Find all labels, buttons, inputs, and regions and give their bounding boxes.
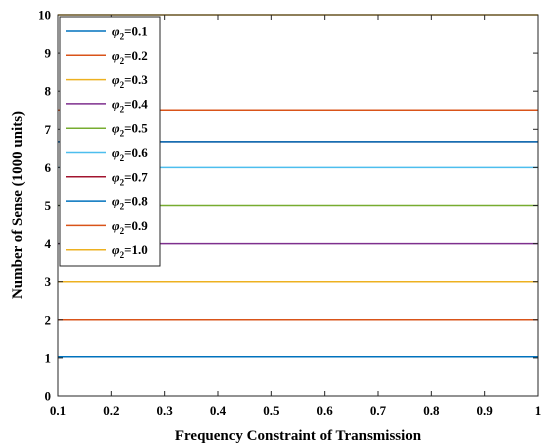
- legend-entry-label: φ2=0.3: [112, 72, 148, 90]
- legend-entry-label: φ2=0.7: [112, 169, 148, 187]
- y-tick-label: 8: [45, 84, 52, 99]
- x-tick-label: 0.5: [263, 403, 280, 418]
- x-tick-label: 0.1: [50, 403, 66, 418]
- x-tick-label: 0.6: [317, 403, 334, 418]
- y-tick-label: 9: [45, 46, 52, 61]
- x-tick-label: 0.9: [477, 403, 494, 418]
- legend-entry-label: φ2=0.9: [112, 218, 148, 236]
- x-axis-label: Frequency Constraint of Transmission: [175, 428, 422, 444]
- legend-entry-label: φ2=0.5: [112, 121, 148, 139]
- legend: φ2=0.1 φ2=0.2 φ2=0.3 φ2=0.4 φ2=0.5 φ2=0.6 φ2=0…: [59, 16, 161, 267]
- legend-entry-label: φ2=0.4: [112, 96, 148, 114]
- y-tick-label: 5: [45, 198, 52, 213]
- x-tick-label: 0.2: [103, 403, 119, 418]
- x-tick-label: 0.4: [210, 403, 227, 418]
- y-tick-label: 7: [45, 122, 52, 137]
- legend-entry-label: φ2=0.1: [112, 24, 148, 42]
- x-tick-label: 0.3: [157, 403, 174, 418]
- legend-entry-label: φ2=1.0: [112, 242, 148, 260]
- y-tick-label: 3: [45, 274, 52, 289]
- y-axis-label: Number of Sense (1000 units): [10, 111, 26, 299]
- y-tick-label: 4: [45, 236, 52, 251]
- y-tick-label: 10: [38, 8, 51, 23]
- y-tick-label: 2: [45, 312, 52, 327]
- legend-entry-label: φ2=0.6: [112, 145, 148, 163]
- legend-entry-label: φ2=0.2: [112, 48, 148, 66]
- x-tick-label: 0.8: [423, 403, 440, 418]
- y-tick-label: 0: [45, 389, 52, 404]
- x-tick-label: 0.7: [370, 403, 387, 418]
- legend-box: [59, 16, 161, 267]
- legend-entry-label: φ2=0.8: [112, 194, 148, 212]
- x-tick-label: 1: [535, 403, 542, 418]
- y-tick-label: 1: [45, 350, 52, 365]
- y-tick-label: 6: [45, 160, 52, 175]
